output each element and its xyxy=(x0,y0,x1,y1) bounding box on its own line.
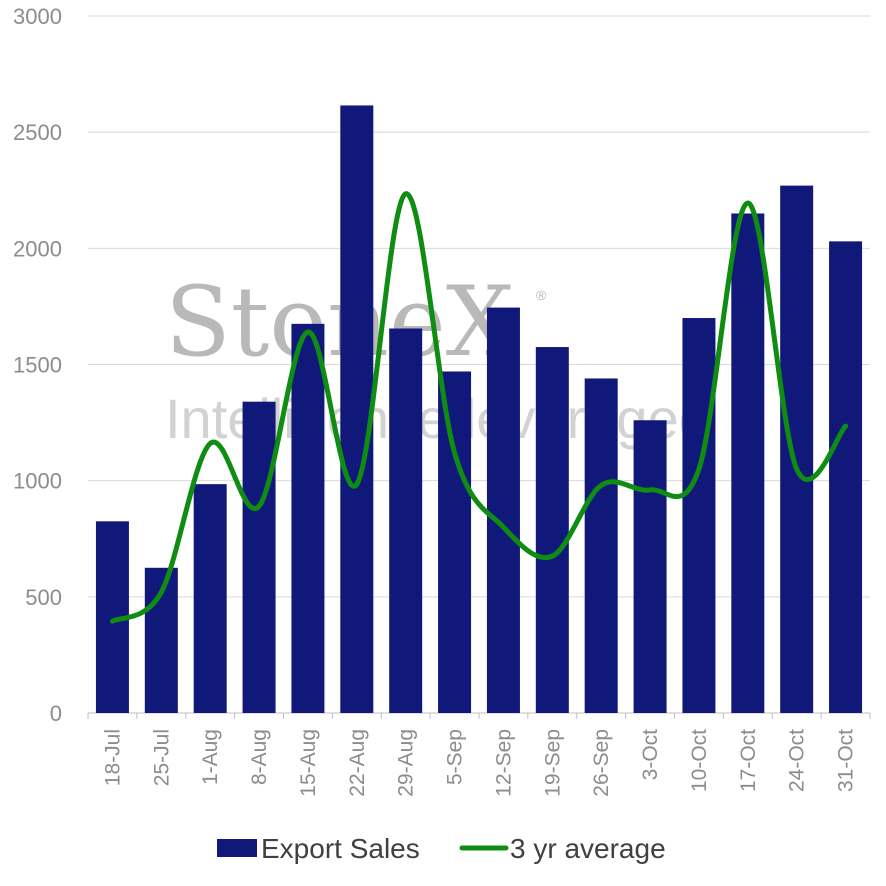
legend-label-3yr-average: 3 yr average xyxy=(510,833,666,864)
y-tick-label-3000: 3000 xyxy=(13,4,62,29)
bar-10-oct xyxy=(682,318,716,713)
x-tick-label-1-aug: 1-Aug xyxy=(199,729,222,785)
legend: Export Sales 3 yr average xyxy=(217,833,666,864)
bar-24-oct xyxy=(780,185,814,713)
legend-label-export-sales: Export Sales xyxy=(261,833,420,864)
y-tick-label-2500: 2500 xyxy=(13,120,62,145)
bar-31-oct xyxy=(829,241,863,713)
x-tick-label-17-oct: 17-Oct xyxy=(737,729,760,792)
x-tick-label-5-sep: 5-Sep xyxy=(444,729,467,785)
bar-26-sep xyxy=(584,378,618,713)
x-tick-label-15-aug: 15-Aug xyxy=(297,729,320,797)
watermark-registered-mark: ® xyxy=(536,287,547,303)
y-tick-label-2000: 2000 xyxy=(13,236,62,261)
x-tick-label-8-aug: 8-Aug xyxy=(248,729,271,785)
x-tick-label-29-aug: 29-Aug xyxy=(395,729,418,797)
bar-5-sep xyxy=(438,371,472,713)
watermark-brand: StoneX xyxy=(165,266,514,378)
bar-8-aug xyxy=(242,401,276,713)
watermark: StoneX ® Intelligence leveraged xyxy=(165,266,710,450)
x-tick-label-18-jul: 18-Jul xyxy=(101,729,124,786)
bar-17-oct xyxy=(731,213,765,713)
x-tick-label-26-sep: 26-Sep xyxy=(590,729,613,797)
bar-19-sep xyxy=(535,347,569,713)
y-tick-label-1500: 1500 xyxy=(13,353,62,378)
x-tick-label-12-sep: 12-Sep xyxy=(492,729,515,797)
x-tick-label-25-jul: 25-Jul xyxy=(150,729,173,786)
x-tick-label-31-oct: 31-Oct xyxy=(835,729,858,792)
x-tick-label-22-aug: 22-Aug xyxy=(346,729,369,797)
bar-29-aug xyxy=(389,328,423,713)
bar-15-aug xyxy=(291,323,325,713)
x-tick-label-3-oct: 3-Oct xyxy=(639,729,662,781)
x-tick-label-10-oct: 10-Oct xyxy=(688,729,711,792)
bar-1-aug xyxy=(193,484,227,713)
bar-3-oct xyxy=(633,420,667,713)
x-tick-label-19-sep: 19-Sep xyxy=(541,729,564,797)
line-series-3yr-average xyxy=(109,191,849,624)
x-tick-label-24-oct: 24-Oct xyxy=(786,729,809,792)
bar-22-aug xyxy=(340,105,374,713)
y-tick-label-1000: 1000 xyxy=(13,469,62,494)
bar-12-sep xyxy=(486,307,520,713)
legend-swatch-export-sales xyxy=(217,839,257,857)
y-tick-label-500: 500 xyxy=(25,585,62,610)
bar-series-export-sales xyxy=(95,105,863,713)
line-3yr-average xyxy=(109,191,849,624)
y-axis-ticks: 0 500 1000 1500 2000 2500 3000 xyxy=(13,4,62,726)
x-axis-ticks: 18-Jul 25-Jul 1-Aug 8-Aug 15-Aug 22-Aug 29-Aug… xyxy=(101,729,857,797)
y-tick-label-0: 0 xyxy=(50,701,62,726)
